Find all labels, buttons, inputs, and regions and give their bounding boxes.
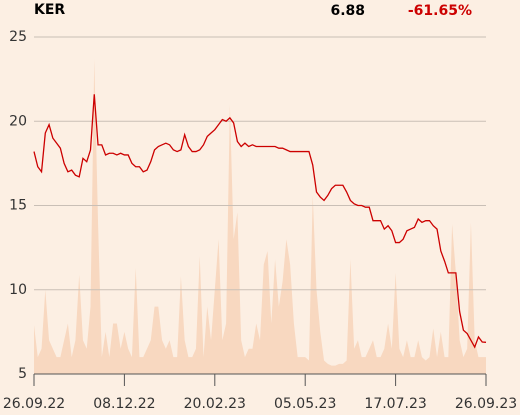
y-tick-label: 25 <box>9 29 27 45</box>
y-tick-label: 15 <box>9 198 27 214</box>
x-tick-label: 26.09.22 <box>3 396 65 412</box>
ticker: KER <box>34 2 65 18</box>
x-tick-label: 17.07.23 <box>364 396 426 412</box>
x-tick-label: 05.05.23 <box>274 396 336 412</box>
volume-area <box>34 58 486 374</box>
last-price: 6.88 <box>330 3 365 19</box>
y-tick-label: 20 <box>9 113 27 129</box>
x-tick-label: 08.12.22 <box>93 396 155 412</box>
change: -61.65% <box>408 3 472 19</box>
x-tick-label: 20.02.23 <box>184 396 246 412</box>
price-line <box>33 94 487 349</box>
x-tick-label: 26.09.23 <box>455 396 517 412</box>
y-tick-label: 5 <box>18 366 27 382</box>
y-tick-label: 10 <box>9 282 27 298</box>
